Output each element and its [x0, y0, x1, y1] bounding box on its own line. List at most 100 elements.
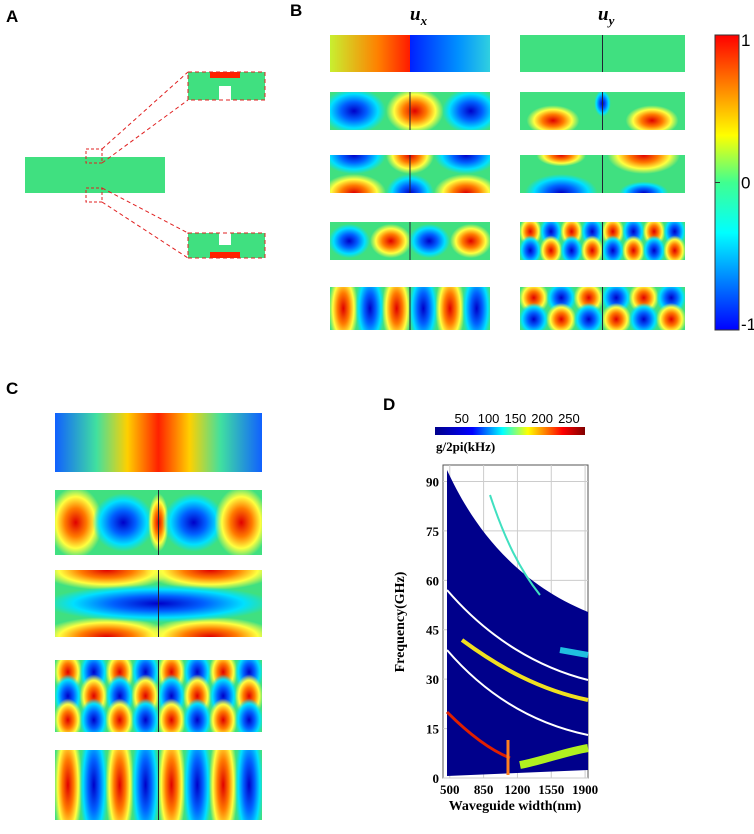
- field-blob: [214, 490, 262, 555]
- y-tick-label: 75: [426, 524, 440, 539]
- field-blob: [434, 174, 490, 193]
- field-blob: [157, 698, 186, 732]
- subscript: x: [420, 13, 428, 28]
- field-blob: [55, 490, 103, 555]
- field-blob: [234, 750, 262, 820]
- y-tick-label: 60: [426, 573, 439, 588]
- field-blob: [370, 223, 412, 259]
- field-blob: [144, 570, 262, 591]
- x-tick-label: 500: [440, 782, 460, 797]
- y-tick-label: 30: [426, 672, 439, 687]
- y-tick-label: 45: [426, 623, 440, 638]
- y-tick-label: 90: [426, 474, 439, 489]
- field-blob: [162, 493, 225, 552]
- band-region: [447, 470, 588, 776]
- x-tick-label: 850: [474, 782, 494, 797]
- field-blob: [355, 287, 385, 330]
- field-blob: [408, 287, 438, 330]
- x-tick-label: 1550: [538, 782, 564, 797]
- field-map: [55, 413, 262, 472]
- field-blob: [601, 302, 632, 330]
- field-blob: [619, 181, 669, 193]
- y-tick-label: 15: [426, 722, 440, 737]
- colorbar-tick-label: 50: [455, 411, 469, 426]
- field-map: [55, 750, 262, 820]
- field-blob: [330, 92, 386, 130]
- y-tick-label: 0: [433, 771, 440, 786]
- field-blob: [526, 105, 580, 130]
- field-map: [520, 222, 685, 260]
- field-blob: [92, 493, 155, 552]
- field-blob: [183, 750, 212, 820]
- field-blob: [79, 698, 109, 732]
- colorbar-tick-label: 150: [505, 411, 527, 426]
- colorbar-tick-label: 250: [558, 411, 580, 426]
- symbol: u: [410, 4, 421, 25]
- field-blob: [330, 174, 386, 193]
- field-map: [330, 222, 490, 260]
- field-blob: [157, 750, 186, 820]
- column-label: ux: [410, 4, 428, 28]
- field-map: [520, 287, 685, 330]
- column-label: uy: [598, 4, 615, 28]
- field-blob: [524, 174, 598, 193]
- field-blob: [234, 698, 262, 732]
- colorbar-tick-label: 200: [531, 411, 553, 426]
- field-blob: [622, 235, 645, 260]
- band-gap: [446, 589, 589, 681]
- x-tick-label: 1900: [572, 782, 598, 797]
- field-map: [330, 92, 490, 130]
- field-blob: [208, 698, 238, 732]
- colorbar-tick-label: -1: [741, 315, 754, 334]
- waveguide: [25, 157, 165, 193]
- field-blob: [105, 750, 134, 820]
- field-blob: [183, 698, 212, 732]
- field-blob: [55, 698, 83, 732]
- field-blob: [131, 750, 160, 820]
- zoom-box: [85, 148, 103, 164]
- subscript: y: [607, 13, 615, 28]
- field-blob: [539, 235, 563, 260]
- band-gap: [446, 649, 589, 736]
- y-axis-label: Frequency(GHz): [393, 571, 408, 672]
- band-streak: [519, 744, 589, 769]
- field-blob: [462, 287, 490, 330]
- field-map: [520, 35, 685, 72]
- field-blob: [386, 92, 444, 130]
- field-map: [520, 92, 685, 130]
- field-blob: [607, 155, 681, 174]
- inset-top: [187, 71, 266, 101]
- field-blob: [408, 223, 451, 259]
- field-map: [55, 660, 262, 732]
- panel-label: D: [383, 395, 395, 414]
- colorbar-label: g/2pi(kHz): [436, 439, 495, 454]
- field-blob: [520, 235, 542, 260]
- field-blob: [435, 287, 465, 330]
- colorbar-tick-label: 1: [741, 31, 750, 50]
- field-blob: [656, 302, 685, 330]
- field-blob: [382, 287, 412, 330]
- colorbar: [435, 427, 585, 435]
- field-blob: [642, 235, 666, 260]
- colorbar-tick-label: 0: [741, 174, 750, 193]
- field-blob: [434, 155, 490, 174]
- field-map: [55, 570, 262, 637]
- field-blob: [601, 235, 625, 260]
- x-tick-label: 1200: [504, 782, 530, 797]
- field-blob: [79, 750, 109, 820]
- panel-label: C: [6, 379, 18, 398]
- band-streak: [489, 494, 541, 596]
- field-map: [330, 35, 490, 72]
- field-blob: [663, 235, 685, 260]
- field-blob: [55, 750, 83, 820]
- field-map: [330, 155, 490, 193]
- field-blob: [536, 155, 586, 167]
- field-blob: [131, 698, 160, 732]
- field-blob: [208, 750, 238, 820]
- field-blob: [330, 155, 386, 174]
- field-map: [330, 287, 490, 330]
- colorbar-tick-label: 100: [478, 411, 500, 426]
- field-blob: [144, 616, 262, 637]
- field-map: [55, 490, 262, 555]
